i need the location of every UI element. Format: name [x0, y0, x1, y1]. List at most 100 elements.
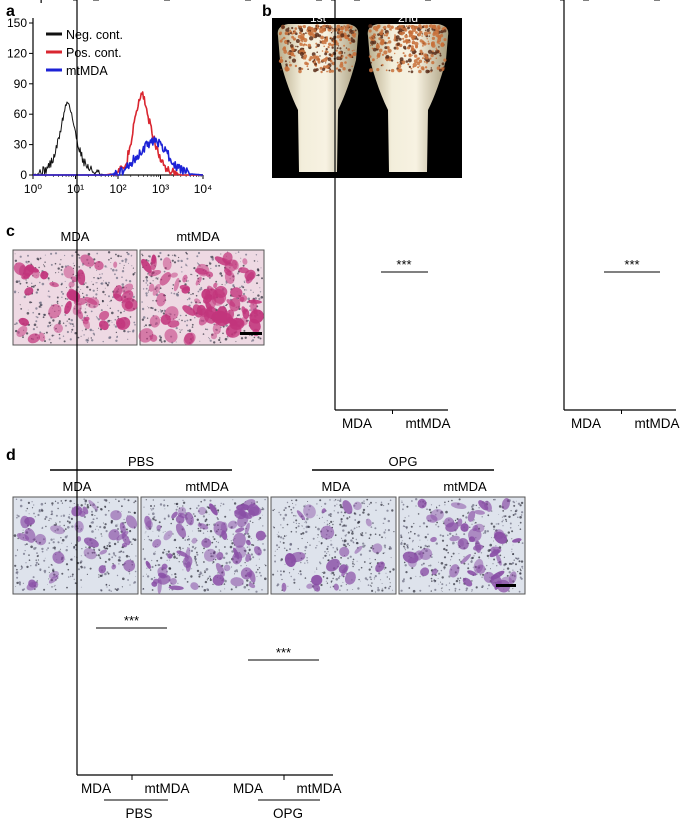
trabecular-dot	[311, 28, 317, 33]
cell-dot	[235, 341, 237, 343]
cell-dot	[215, 541, 217, 543]
cell-dot	[64, 254, 66, 257]
stained-cell	[49, 281, 59, 288]
cell-dot	[441, 591, 443, 592]
cell-dot	[153, 516, 156, 518]
cell-dot	[425, 525, 428, 528]
trabecular-dot	[316, 51, 319, 53]
trabecular-dot	[405, 25, 408, 28]
cell-dot	[247, 319, 250, 322]
trabecular-dot	[308, 31, 311, 33]
cell-dot	[458, 498, 461, 501]
trabecular-dot	[377, 33, 380, 36]
cell-dot	[329, 586, 332, 588]
cell-dot	[131, 330, 135, 333]
stained-cell	[248, 506, 262, 517]
cell-dot	[101, 535, 103, 537]
cell-dot	[348, 516, 351, 518]
cell-dot	[234, 573, 235, 575]
cell-dot	[121, 259, 124, 263]
cell-dot	[158, 535, 160, 537]
trabecular-dot	[339, 47, 342, 50]
micrograph-d-opg-mda	[270, 496, 397, 595]
cell-dot	[246, 546, 249, 548]
cell-dot	[326, 548, 329, 550]
cell-dot	[129, 331, 131, 333]
trabecular-dot	[435, 57, 438, 60]
trabecular-dot	[343, 44, 346, 47]
cell-dot	[163, 517, 166, 520]
y-axis-label: Number of TRAP+ MNC	[0, 0, 73, 3]
cell-dot	[73, 503, 75, 504]
trabecular-dot	[347, 48, 351, 51]
cell-dot	[358, 578, 360, 581]
cell-dot	[50, 538, 53, 541]
trabecular-dot	[427, 49, 433, 54]
trabecular-dot	[422, 45, 424, 47]
cell-dot	[104, 294, 106, 296]
stained-cell	[478, 500, 489, 511]
cell-dot	[167, 550, 170, 553]
cell-dot	[299, 573, 302, 576]
trabecular-dot	[408, 65, 412, 69]
cell-dot	[16, 516, 18, 519]
cell-dot	[115, 269, 118, 272]
cell-dot	[227, 337, 229, 339]
trabecular-dot	[328, 25, 332, 28]
cell-dot	[154, 564, 157, 567]
cell-dot	[182, 499, 184, 501]
cell-dot	[408, 537, 411, 540]
cell-dot	[148, 307, 150, 309]
cell-dot	[286, 523, 289, 526]
trabecular-dot	[317, 34, 322, 38]
cell-dot	[31, 501, 33, 503]
cell-dot	[199, 288, 202, 291]
cell-dot	[471, 580, 473, 582]
cell-dot	[180, 548, 182, 550]
cell-dot	[115, 331, 118, 334]
stained-cell	[460, 523, 469, 532]
cell-dot	[335, 578, 339, 581]
cell-dot	[258, 558, 260, 560]
trabecular-dot	[283, 50, 288, 54]
cell-dot	[282, 527, 284, 529]
y-tick-label: 40	[57, 0, 71, 3]
cell-dot	[367, 584, 370, 586]
cell-dot	[232, 533, 234, 535]
trabecular-dot	[429, 57, 432, 60]
trabecular-dot	[408, 70, 410, 73]
stained-cell	[40, 271, 49, 280]
cell-dot	[69, 286, 72, 288]
cell-dot	[495, 523, 497, 525]
cell-dot	[362, 508, 366, 512]
cell-dot	[428, 508, 431, 511]
cell-dot	[90, 310, 93, 313]
cell-dot	[507, 575, 509, 577]
cell-dot	[458, 580, 461, 582]
cell-dot	[415, 575, 417, 577]
trabecular-dot	[323, 58, 328, 62]
cell-dot	[278, 511, 280, 514]
cell-dot	[212, 536, 214, 538]
cell-dot	[32, 576, 35, 579]
cell-dot	[120, 255, 122, 258]
cell-dot	[16, 576, 19, 579]
stained-cell	[163, 530, 173, 541]
cell-dot	[106, 545, 109, 547]
cell-dot	[307, 501, 309, 502]
stained-cell	[241, 499, 256, 510]
stained-cell	[211, 311, 227, 324]
cell-dot	[450, 559, 452, 561]
cell-dot	[39, 301, 42, 304]
histogram-x-tick-label: 10⁰	[24, 182, 42, 196]
cell-dot	[60, 537, 62, 539]
cell-dot	[199, 571, 202, 574]
cell-dot	[57, 302, 59, 304]
stained-cell	[176, 550, 188, 557]
trabecular-dot	[331, 62, 333, 64]
stained-cell	[152, 539, 162, 548]
cell-dot	[381, 583, 383, 584]
cell-dot	[101, 300, 105, 303]
cell-dot	[56, 296, 59, 299]
cell-dot	[219, 272, 222, 275]
